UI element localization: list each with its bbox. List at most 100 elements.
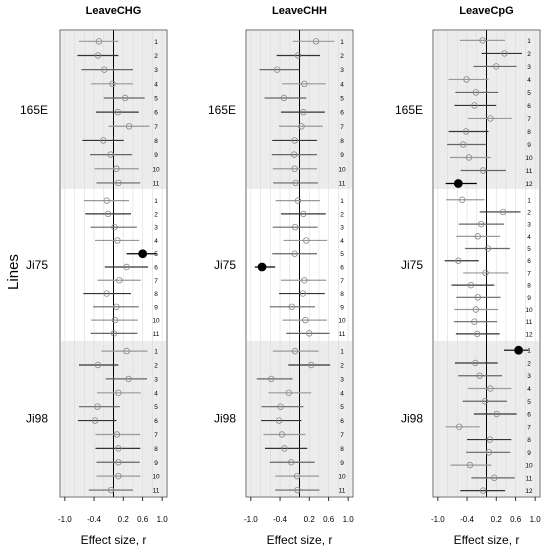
row-label: 3 xyxy=(154,67,158,74)
row-label: 10 xyxy=(152,166,160,173)
row-label: 2 xyxy=(340,53,344,60)
row-label: 9 xyxy=(527,295,531,302)
row-label: 7 xyxy=(527,116,531,123)
point-estimate xyxy=(307,361,315,369)
panel-title: LeaveCHG xyxy=(86,5,142,17)
row-label: 1 xyxy=(340,39,344,46)
point-estimate xyxy=(115,389,122,396)
point-estimate xyxy=(115,472,122,480)
row-label: 11 xyxy=(339,488,346,495)
row-label: 3 xyxy=(340,67,344,74)
x-tick-label: -1.0 xyxy=(431,515,445,524)
point-estimate xyxy=(111,223,118,231)
point-estimate xyxy=(298,123,305,130)
point-estimate xyxy=(275,417,283,424)
point-estimate xyxy=(123,263,130,271)
point-estimate xyxy=(138,249,148,259)
row-label: 9 xyxy=(340,152,344,159)
row-label: 11 xyxy=(339,331,346,338)
x-tick-label: 1.0 xyxy=(157,515,169,524)
point-estimate xyxy=(111,316,119,324)
x-tick-label: 1.0 xyxy=(530,515,542,524)
point-estimate xyxy=(301,277,308,284)
row-label: 1 xyxy=(154,349,158,356)
row-label: 4 xyxy=(340,81,344,88)
point-estimate xyxy=(294,52,302,59)
point-estimate xyxy=(474,233,481,240)
point-estimate xyxy=(121,94,129,102)
point-estimate xyxy=(485,449,493,456)
x-tick-label: 0.6 xyxy=(510,515,522,524)
point-estimate xyxy=(280,94,288,102)
point-estimate xyxy=(463,76,470,83)
row-label: 5 xyxy=(154,404,158,411)
row-label: 1 xyxy=(527,348,531,355)
x-tick-label: 0.6 xyxy=(323,515,335,524)
point-estimate xyxy=(294,486,301,494)
point-estimate xyxy=(273,66,281,73)
point-estimate xyxy=(303,237,310,244)
panel-frame xyxy=(432,29,541,498)
row-label: 4 xyxy=(154,390,158,397)
point-estimate xyxy=(100,137,107,144)
row-label: 3 xyxy=(340,376,344,383)
row-label: 6 xyxy=(340,110,344,117)
row-label: 7 xyxy=(154,432,158,439)
point-estimate xyxy=(268,375,275,383)
group-label: 165E xyxy=(395,103,423,117)
row-label: 3 xyxy=(154,376,158,383)
x-tick-label: 1.0 xyxy=(343,515,355,524)
point-estimate xyxy=(471,318,478,325)
row-label: 4 xyxy=(527,234,531,241)
row-label: 5 xyxy=(340,95,344,102)
row-label: 10 xyxy=(525,307,533,314)
row-label: 12 xyxy=(525,488,533,495)
point-estimate xyxy=(481,398,489,405)
x-tick-label: -1.0 xyxy=(58,515,72,524)
point-estimate xyxy=(116,277,123,284)
row-label: 11 xyxy=(339,180,346,187)
point-estimate xyxy=(257,262,267,272)
point-estimate xyxy=(115,445,122,452)
row-label: 11 xyxy=(153,180,160,187)
row-label: 5 xyxy=(340,251,344,258)
row-label: 7 xyxy=(154,278,158,285)
row-label: 2 xyxy=(340,211,344,218)
x-tick-label: -0.4 xyxy=(460,515,474,524)
row-label: 11 xyxy=(153,331,160,338)
x-tick-label: 0.6 xyxy=(137,515,149,524)
point-estimate xyxy=(95,38,103,45)
row-label: 6 xyxy=(527,258,531,265)
point-estimate xyxy=(482,269,489,277)
row-label: 1 xyxy=(340,198,344,205)
group-label: 165E xyxy=(20,103,48,117)
row-label: 10 xyxy=(525,463,533,470)
row-label: 7 xyxy=(527,424,531,431)
point-estimate xyxy=(114,237,121,244)
row-label: 2 xyxy=(154,53,158,60)
point-estimate xyxy=(278,431,286,438)
panel-LeaveCHG: LeaveCHG165E1234567891011Ji7512345678910… xyxy=(20,5,168,547)
row-label: 11 xyxy=(526,168,533,175)
row-label: 3 xyxy=(340,225,344,232)
row-label: 9 xyxy=(340,460,344,467)
row-label: 11 xyxy=(153,488,160,495)
row-label: 2 xyxy=(527,51,531,58)
point-estimate xyxy=(501,50,508,57)
point-estimate xyxy=(474,330,481,338)
row-label: 3 xyxy=(154,225,158,232)
row-label: 6 xyxy=(527,412,531,419)
point-estimate xyxy=(312,38,320,45)
group-label: Ji75 xyxy=(401,258,423,272)
point-estimate xyxy=(291,223,299,231)
row-label: 5 xyxy=(527,90,531,97)
x-tick-label: 0.2 xyxy=(304,515,316,524)
panel-LeaveCHH: LeaveCHH165E1234567891011Ji7512345678910… xyxy=(208,5,354,547)
point-estimate xyxy=(477,220,485,228)
point-estimate xyxy=(115,459,122,466)
point-estimate xyxy=(293,472,301,480)
point-estimate xyxy=(291,347,299,355)
group-label: Ji75 xyxy=(214,258,236,272)
point-estimate xyxy=(113,303,120,311)
